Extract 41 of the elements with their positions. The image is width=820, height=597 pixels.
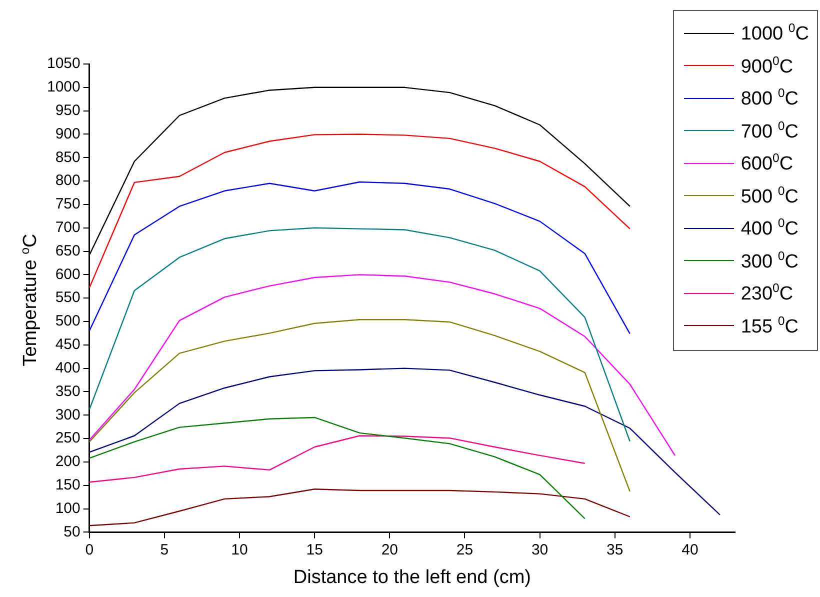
x-tick-label: 0 xyxy=(85,541,94,558)
y-tick-label: 400 xyxy=(55,359,80,376)
x-tick-label: 10 xyxy=(231,541,248,558)
legend-label: 900$^{0}$C xyxy=(740,54,794,78)
y-tick-label: 450 xyxy=(55,336,80,354)
x-tick-label: 15 xyxy=(306,541,323,558)
y-tick-label: 200 xyxy=(55,453,80,470)
y-tick-label: 1050 xyxy=(46,55,80,72)
legend-label: 400 $^{0}$C xyxy=(740,216,798,240)
legend-label: 500 $^{0}$C xyxy=(740,184,798,208)
legend-label: 155 $^{0}$C xyxy=(740,314,798,338)
legend-label: 600$^{0}$C xyxy=(740,151,794,176)
y-tick-label: 300 xyxy=(55,406,80,424)
x-tick-label: 40 xyxy=(682,541,698,558)
y-tick-label: 1000 xyxy=(46,78,80,96)
y-tick-label: 750 xyxy=(55,196,80,213)
legend-label: 300 $^{0}$C xyxy=(740,248,798,273)
y-tick-label: 700 xyxy=(55,219,80,236)
y-tick-label: 150 xyxy=(55,476,80,494)
y-tick-label: 250 xyxy=(55,430,80,447)
x-tick-label: 30 xyxy=(531,541,548,558)
y-tick-label: 650 xyxy=(55,242,80,260)
y-tick-label: 800 xyxy=(55,172,80,190)
y-tick-label: 900 xyxy=(55,125,80,142)
legend-label: 230$^{0}$C xyxy=(740,281,794,306)
x-tick-label: 5 xyxy=(160,541,169,558)
x-tick-label: 35 xyxy=(606,541,624,558)
y-tick-label: 350 xyxy=(55,382,80,400)
y-tick-label: 50 xyxy=(64,523,80,540)
legend-label: 700 $^{0}$C xyxy=(740,118,798,143)
y-tick-label: 500 xyxy=(55,312,80,330)
y-tick-label: 950 xyxy=(55,102,80,119)
y-tick-label: 550 xyxy=(55,289,80,306)
x-axis-title: Distance to the left end (cm) xyxy=(293,566,531,588)
y-tick-label: 100 xyxy=(55,500,80,517)
x-tick-label: 25 xyxy=(456,541,474,558)
y-tick-label: 850 xyxy=(55,148,80,166)
x-tick-label: 20 xyxy=(381,541,398,558)
legend-label: 800 $^{0}$C xyxy=(740,86,798,110)
legend-label: 1000 $^{0}$C xyxy=(740,21,809,46)
y-tick-label: 600 xyxy=(55,266,80,283)
